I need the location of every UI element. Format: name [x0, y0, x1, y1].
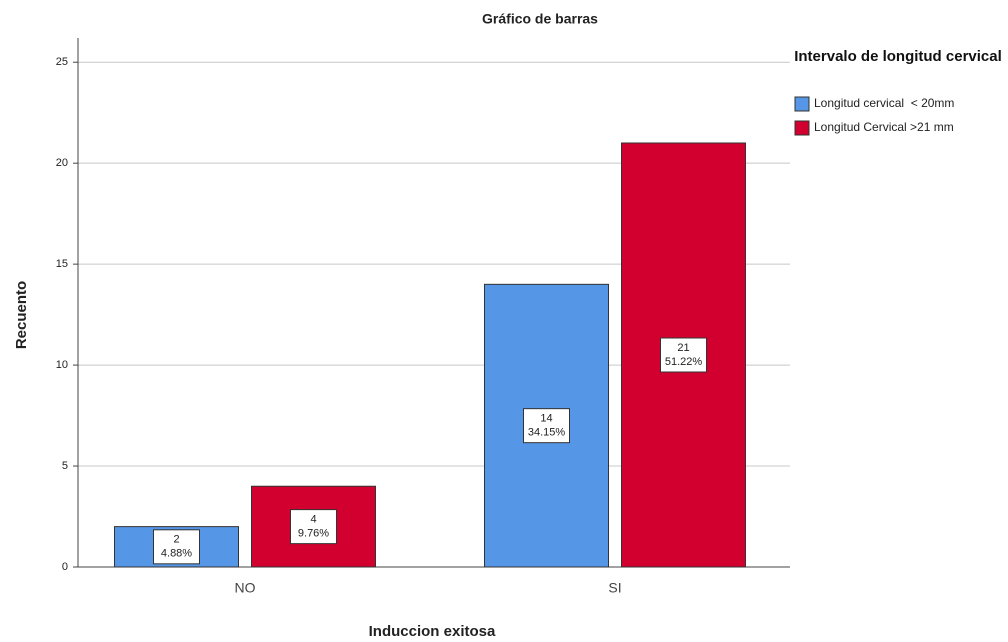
y-axis-label: Recuento [13, 281, 30, 349]
y-tick-label: 25 [56, 56, 68, 68]
data-label: 14 [540, 413, 552, 425]
data-label-box [523, 408, 570, 444]
data-label-box [290, 509, 337, 545]
x-tick-label: NO [235, 580, 256, 596]
legend-entry: Longitud Cervical >21 mm [814, 120, 954, 134]
percent-label: 34.15% [528, 427, 566, 439]
y-tick-label: 10 [56, 359, 68, 371]
legend-swatch [794, 96, 810, 112]
x-axis-label: Induccion exitosa [369, 623, 496, 640]
legend-entry: Longitud cervical < 20mm [814, 96, 954, 110]
percent-label: 4.88% [161, 548, 192, 560]
percent-label: 9.76% [298, 528, 329, 540]
y-tick-label: 5 [62, 460, 68, 472]
legend-title: Intervalo de longitud cervical [794, 48, 1002, 65]
data-label: 4 [310, 514, 316, 526]
data-label: 2 [173, 534, 179, 546]
y-tick-label: 15 [56, 258, 68, 270]
y-tick-label: 20 [56, 157, 68, 169]
data-label-box [660, 337, 707, 373]
legend-swatch [794, 120, 810, 136]
chart-title: Gráfico de barras [482, 11, 598, 27]
data-label-box [153, 529, 200, 565]
x-tick-label: SI [608, 580, 621, 596]
data-label: 21 [677, 342, 689, 354]
y-tick-label: 0 [62, 561, 68, 573]
percent-label: 51.22% [665, 356, 703, 368]
